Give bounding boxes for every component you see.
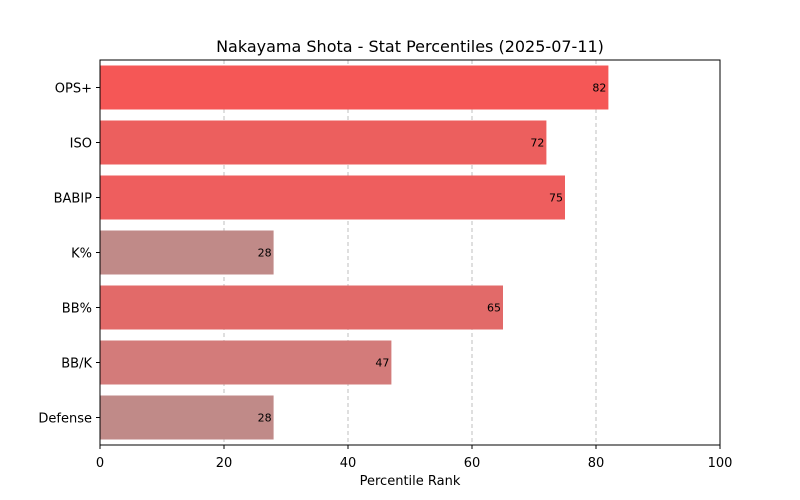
bar-value-label: 65 [487, 302, 501, 315]
x-tick-label: 0 [96, 456, 104, 471]
y-tick-label: BB% [62, 302, 92, 317]
x-tick-label: 40 [340, 456, 357, 471]
bar-value-label: 82 [592, 82, 606, 95]
y-tick-labels: OPS+ ISO BABIP K% BB% BB/K Defense [38, 82, 100, 427]
bar [100, 285, 503, 330]
x-ticks: 0 20 40 60 80 100 [96, 445, 733, 471]
bars-group: 82 72 75 28 65 47 28 [100, 65, 609, 440]
y-tick-label: BB/K [61, 357, 92, 372]
bar-value-label: 28 [258, 412, 272, 425]
y-tick-label: Defense [38, 412, 92, 427]
chart-title: Nakayama Shota - Stat Percentiles (2025-… [216, 37, 604, 56]
bar [100, 175, 565, 220]
bar [100, 120, 547, 165]
y-tick-label: OPS+ [55, 82, 92, 97]
y-tick-label: BABIP [54, 192, 93, 207]
x-axis-label: Percentile Rank [360, 474, 461, 489]
x-tick-label: 80 [588, 456, 605, 471]
bar-value-label: 47 [375, 357, 389, 370]
bar [100, 395, 274, 440]
x-tick-label: 20 [216, 456, 233, 471]
y-tick-label: K% [71, 247, 92, 262]
bar [100, 65, 609, 110]
y-tick-label: ISO [70, 137, 92, 152]
bar-value-label: 72 [530, 137, 544, 150]
bar-value-label: 28 [258, 247, 272, 260]
x-tick-label: 60 [464, 456, 481, 471]
x-tick-label: 100 [708, 456, 733, 471]
bar [100, 340, 392, 385]
bar [100, 230, 274, 275]
bar-value-label: 75 [549, 192, 563, 205]
plot-frame [99, 59, 721, 446]
